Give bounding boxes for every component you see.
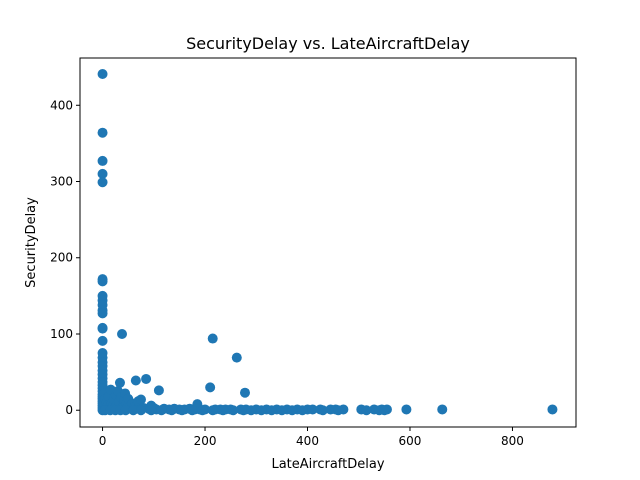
data-point [97,323,108,334]
data-point [97,177,108,188]
data-point [307,404,318,415]
data-point [97,308,108,319]
y-axis-label: SecurityDelay [24,197,39,288]
data-point [256,405,267,416]
data-point [97,127,108,138]
data-point [276,405,287,416]
data-point [114,377,125,388]
data-point [266,405,277,416]
data-point [97,155,108,166]
data-point [246,405,257,416]
data-point [207,333,218,344]
data-point [135,405,146,416]
data-point [228,405,239,416]
data-point [437,404,448,415]
data-point [205,382,216,393]
data-point [141,373,152,384]
data-point [117,328,128,339]
data-point [153,385,164,396]
data-point [146,405,157,416]
data-point [176,405,187,416]
data-point [361,405,372,416]
y-tick-label: 300 [50,175,73,189]
y-tick-label: 0 [65,403,73,417]
data-point [135,394,146,405]
x-tick-label: 600 [399,434,422,448]
data-point [97,69,108,80]
y-axis: 0 100 200 300 400 [50,98,80,417]
x-tick-label: 0 [99,434,107,448]
x-tick-label: 800 [501,434,524,448]
y-tick-label: 100 [50,327,73,341]
data-point [297,405,308,416]
x-tick-label: 200 [194,434,217,448]
x-axis-label: LateAircraftDelay [271,457,384,472]
x-tick-label: 400 [296,434,319,448]
x-axis: 0 200 400 600 800 [99,427,524,448]
data-point [231,352,242,363]
data-point [97,276,108,287]
data-point [187,405,198,416]
chart-title: SecurityDelay vs. LateAircraftDelay [186,34,470,53]
data-point [379,405,390,416]
data-point [239,387,250,398]
data-point [207,405,218,416]
data-point [130,375,141,386]
data-point [217,405,228,416]
data-point [97,335,108,346]
y-tick-label: 200 [50,251,73,265]
points-layer [97,69,558,416]
data-point [401,404,412,415]
data-point [128,405,139,416]
data-point [97,168,108,179]
y-tick-label: 400 [50,98,73,112]
data-point [317,405,328,416]
data-point [166,405,177,416]
data-point [120,405,131,416]
data-point [238,405,249,416]
data-point [156,405,167,416]
plot-frame [79,57,577,428]
data-point [197,405,208,416]
data-point [333,405,344,416]
data-point [287,405,298,416]
data-point [547,404,558,415]
